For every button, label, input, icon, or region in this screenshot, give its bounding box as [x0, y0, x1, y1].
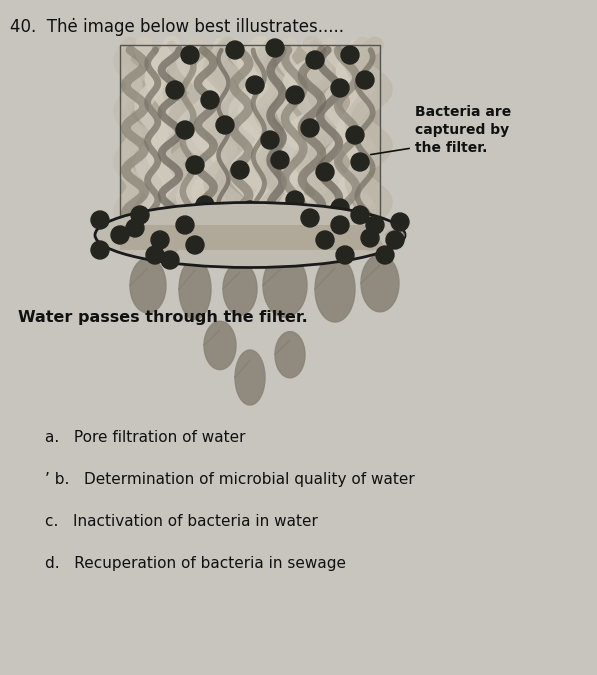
- Circle shape: [286, 86, 304, 104]
- Bar: [120, 45, 380, 230]
- Text: d.   Recuperation of bacteria in sewage: d. Recuperation of bacteria in sewage: [45, 556, 346, 571]
- Circle shape: [226, 41, 244, 59]
- Circle shape: [331, 79, 349, 97]
- Ellipse shape: [151, 241, 179, 255]
- Bar: [120, 45, 380, 230]
- Circle shape: [186, 236, 204, 254]
- Circle shape: [366, 216, 384, 234]
- Circle shape: [91, 241, 109, 259]
- Polygon shape: [223, 263, 257, 315]
- Circle shape: [351, 206, 369, 224]
- Circle shape: [146, 246, 164, 264]
- Circle shape: [131, 206, 149, 224]
- Circle shape: [231, 161, 249, 179]
- Circle shape: [331, 216, 349, 234]
- Polygon shape: [361, 254, 399, 312]
- Circle shape: [361, 229, 379, 247]
- Text: Water passes through the filter.: Water passes through the filter.: [18, 310, 307, 325]
- Circle shape: [181, 46, 199, 64]
- Text: a.   Pore filtration of water: a. Pore filtration of water: [45, 430, 245, 445]
- Circle shape: [186, 156, 204, 174]
- Circle shape: [151, 231, 169, 249]
- Circle shape: [196, 196, 214, 214]
- Circle shape: [356, 71, 374, 89]
- Circle shape: [246, 76, 264, 94]
- Circle shape: [241, 201, 259, 219]
- Text: ’ b.   Determination of microbial quality of water: ’ b. Determination of microbial quality …: [45, 472, 415, 487]
- Polygon shape: [263, 253, 307, 317]
- Circle shape: [301, 209, 319, 227]
- Polygon shape: [130, 258, 166, 313]
- Circle shape: [286, 191, 304, 209]
- Ellipse shape: [112, 226, 147, 244]
- Circle shape: [301, 119, 319, 137]
- Text: Bacteria are
captured by
the filter.: Bacteria are captured by the filter.: [415, 105, 511, 155]
- Circle shape: [386, 231, 404, 249]
- Circle shape: [316, 231, 334, 249]
- Ellipse shape: [358, 238, 383, 250]
- Text: 40.  Thė image below best illustrates.....: 40. Thė image below best illustrates...…: [10, 18, 344, 36]
- Circle shape: [341, 46, 359, 64]
- Polygon shape: [204, 321, 236, 370]
- Circle shape: [176, 216, 194, 234]
- Ellipse shape: [95, 202, 405, 267]
- Bar: [120, 225, 380, 250]
- Ellipse shape: [320, 224, 350, 240]
- Circle shape: [126, 219, 144, 237]
- Polygon shape: [235, 350, 265, 405]
- Circle shape: [111, 226, 129, 244]
- Ellipse shape: [189, 232, 211, 244]
- Circle shape: [346, 126, 364, 144]
- Circle shape: [176, 121, 194, 139]
- Circle shape: [91, 211, 109, 229]
- Polygon shape: [275, 331, 305, 378]
- Ellipse shape: [385, 230, 405, 240]
- Circle shape: [266, 39, 284, 57]
- Circle shape: [216, 116, 234, 134]
- Circle shape: [261, 131, 279, 149]
- Circle shape: [351, 153, 369, 171]
- Circle shape: [306, 51, 324, 69]
- Polygon shape: [315, 256, 355, 322]
- Circle shape: [271, 151, 289, 169]
- Polygon shape: [179, 259, 211, 319]
- Text: c.   Inactivation of bacteria in water: c. Inactivation of bacteria in water: [45, 514, 318, 529]
- Circle shape: [201, 91, 219, 109]
- Circle shape: [161, 251, 179, 269]
- Circle shape: [376, 246, 394, 264]
- Circle shape: [166, 81, 184, 99]
- Circle shape: [336, 246, 354, 264]
- Circle shape: [316, 163, 334, 181]
- Circle shape: [391, 213, 409, 231]
- Circle shape: [331, 199, 349, 217]
